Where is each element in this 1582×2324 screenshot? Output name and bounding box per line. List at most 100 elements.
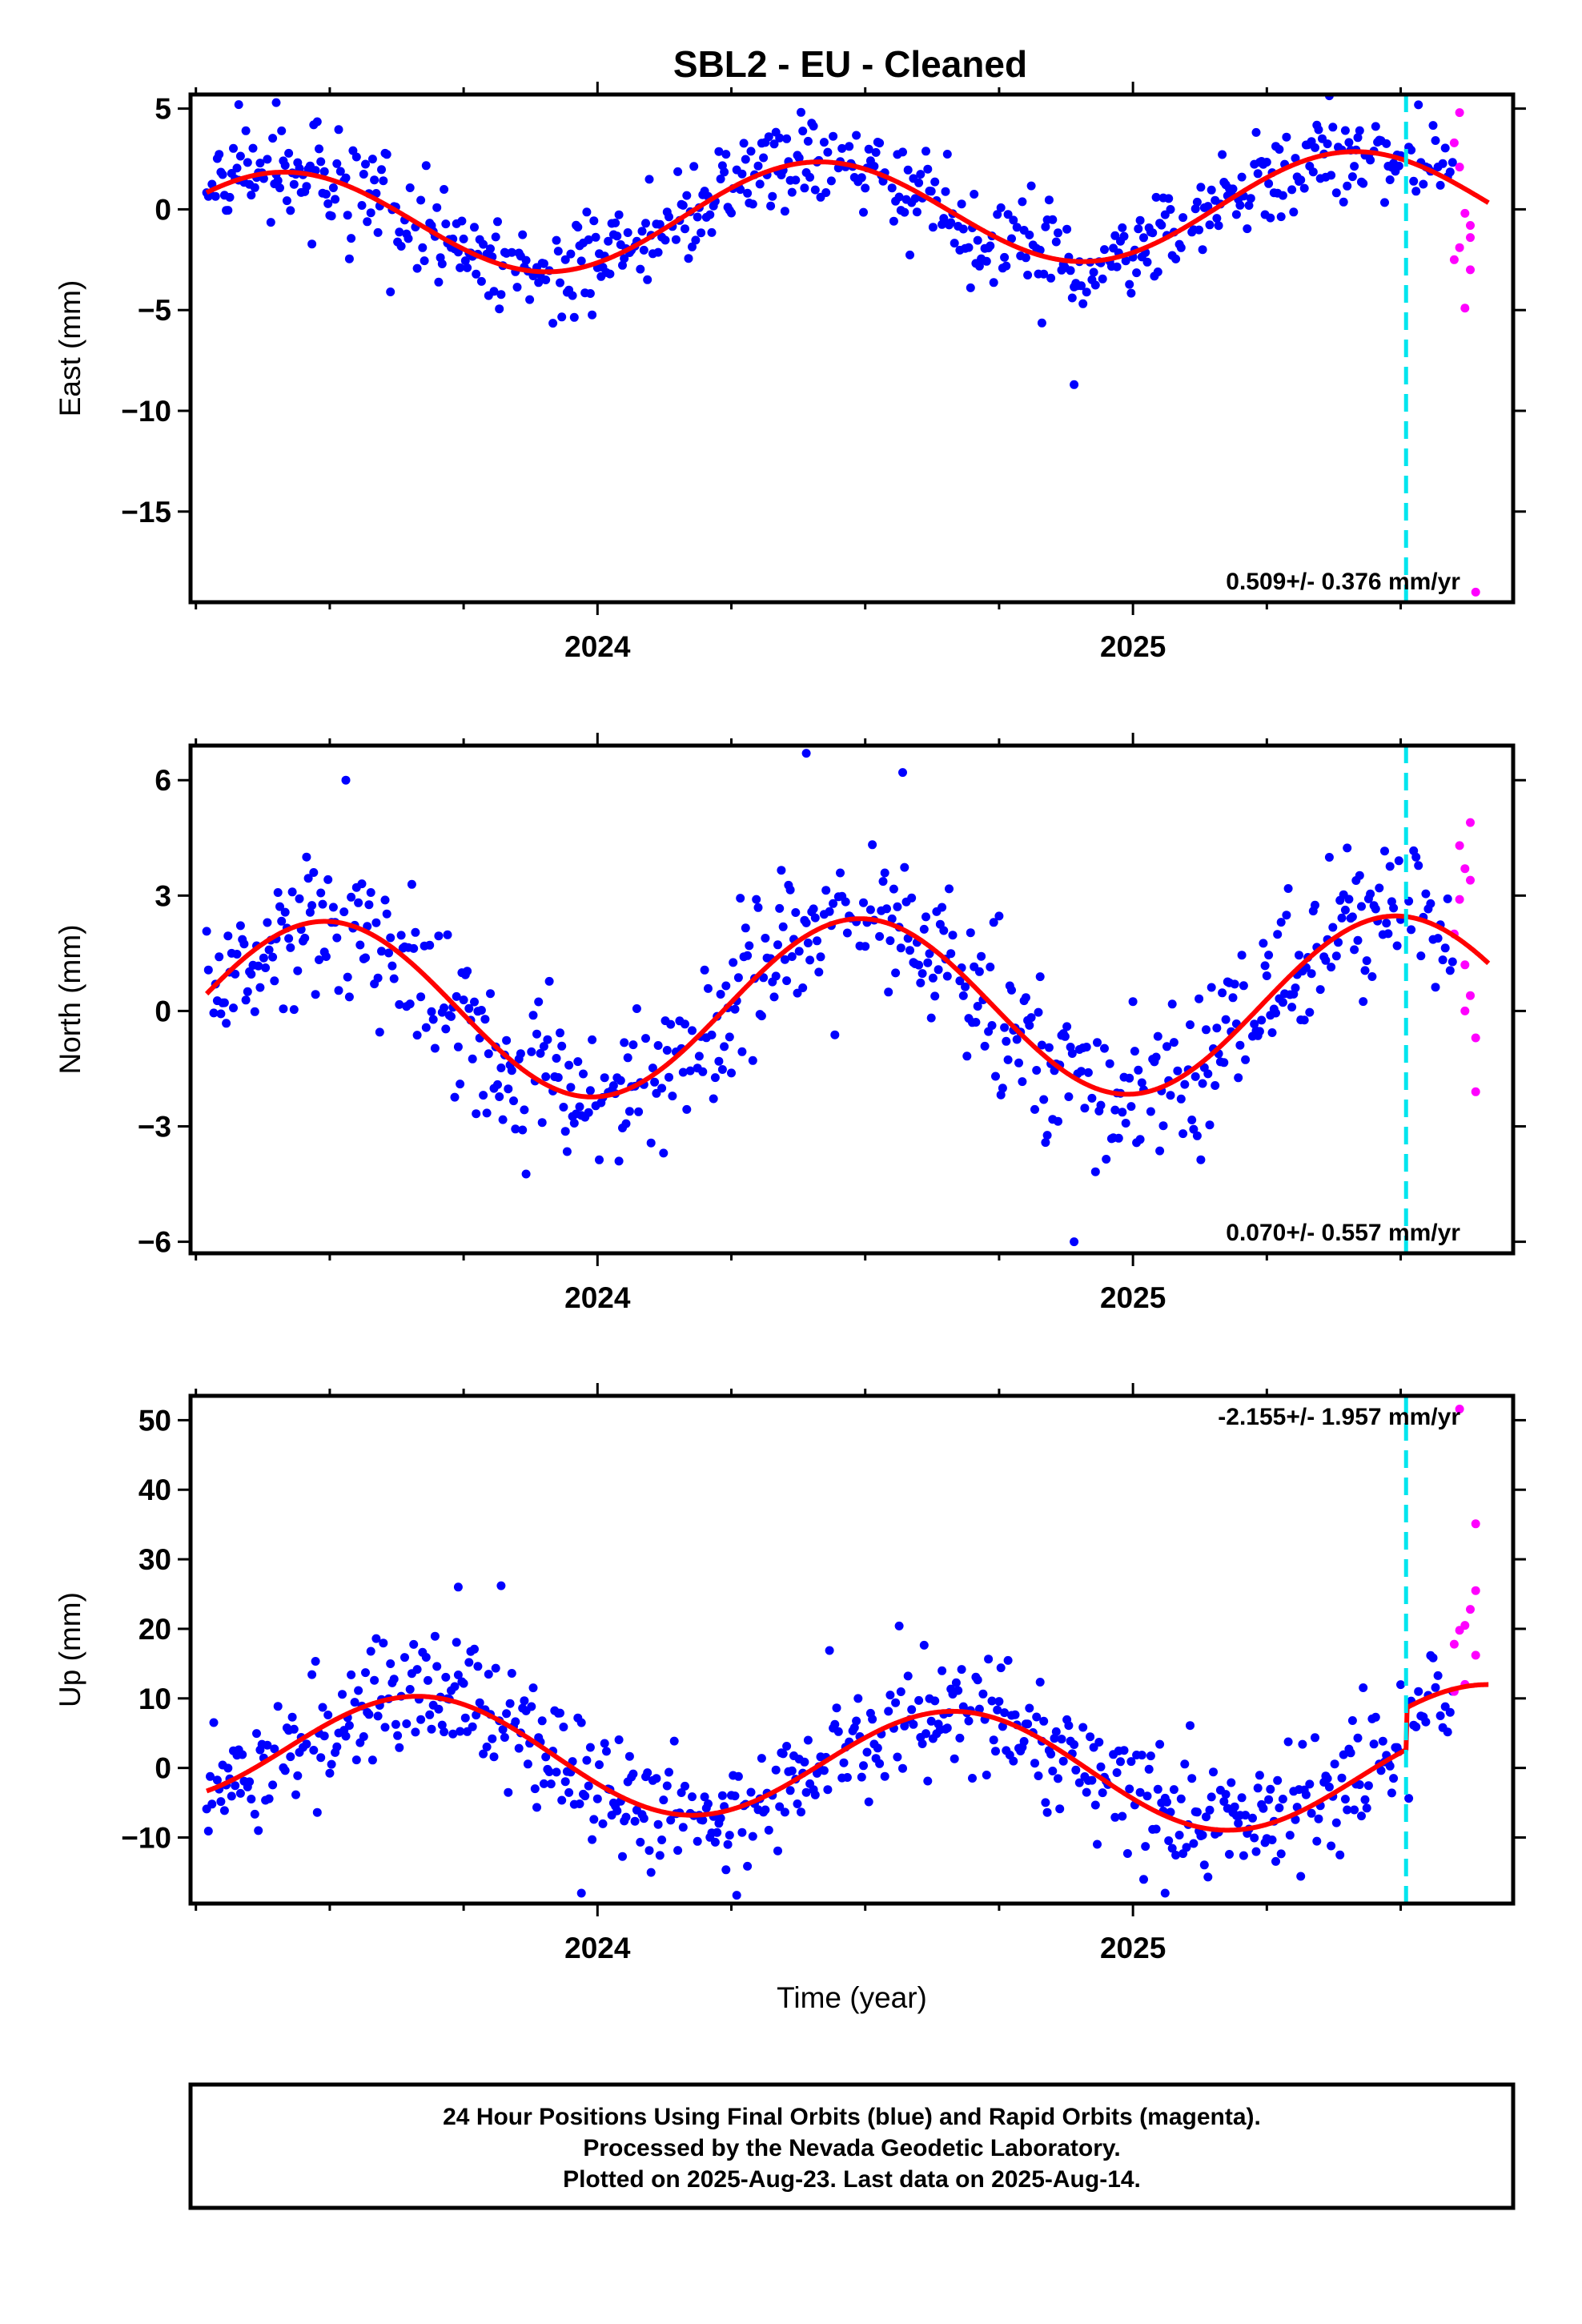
east-final-point — [775, 133, 785, 143]
east-final-point — [1000, 252, 1010, 262]
north-final-point — [961, 982, 970, 991]
east-final-point — [1359, 179, 1368, 188]
up-final-point — [764, 1825, 773, 1835]
north-final-point — [1173, 1066, 1182, 1076]
north-final-point — [279, 1004, 288, 1014]
north-final-point — [1371, 904, 1380, 914]
north-final-point — [801, 749, 811, 758]
up-final-point — [456, 1727, 465, 1736]
up-final-point — [1042, 1807, 1052, 1817]
north-final-point — [407, 879, 416, 889]
north-final-point — [608, 1081, 618, 1091]
up-final-point — [797, 1807, 805, 1817]
north-final-point — [405, 999, 415, 1009]
up-final-point — [527, 1702, 536, 1711]
north-final-point — [1118, 1108, 1127, 1117]
east-final-point — [343, 211, 352, 220]
up-final-point — [998, 1722, 1007, 1731]
east-final-point — [637, 227, 647, 236]
east-final-point — [255, 159, 265, 168]
up-final-point — [482, 1742, 492, 1751]
up-final-point — [662, 1781, 672, 1791]
east-final-point — [1367, 83, 1376, 92]
north-final-point — [962, 1051, 972, 1061]
up-final-point — [427, 1724, 436, 1734]
up-final-point — [216, 1797, 226, 1807]
north-final-point — [923, 958, 933, 967]
north-final-point — [907, 893, 917, 903]
up-final-point — [1144, 1764, 1154, 1774]
east-final-point — [1176, 243, 1186, 252]
north-final-point — [268, 952, 278, 962]
north-final-point — [761, 934, 770, 943]
north-final-point — [1321, 955, 1331, 965]
east-final-point — [810, 185, 820, 195]
east-final-point — [800, 183, 809, 193]
north-final-point — [805, 955, 815, 965]
east-final-point — [641, 219, 650, 228]
up-final-point — [1003, 1655, 1013, 1665]
north-final-point — [1002, 1036, 1011, 1046]
up-final-point — [560, 1777, 570, 1787]
east-final-point — [958, 224, 968, 234]
north-final-point — [659, 1148, 669, 1158]
north-final-point — [1241, 1055, 1251, 1064]
east-final-point — [1414, 100, 1423, 110]
east-final-point — [1291, 154, 1300, 163]
north-final-point — [1394, 856, 1403, 866]
up-final-point — [405, 1685, 415, 1694]
up-final-point — [833, 1727, 843, 1736]
up-final-point — [1112, 1768, 1122, 1777]
up-final-point — [367, 1755, 377, 1765]
north-final-point — [842, 928, 852, 938]
east-final-point — [914, 178, 924, 187]
up-final-point — [926, 1716, 936, 1726]
north-ytick-label: 3 — [155, 879, 171, 912]
up-final-point — [1307, 1808, 1316, 1818]
east-final-point — [486, 244, 495, 254]
north-final-point — [560, 1127, 570, 1136]
up-final-point — [775, 1802, 785, 1811]
up-final-point — [421, 1653, 431, 1662]
north-final-point — [721, 981, 731, 991]
up-final-point — [868, 1715, 877, 1724]
up-final-point — [1311, 1733, 1319, 1743]
east-ytick-label: −10 — [121, 395, 171, 428]
east-final-point — [1299, 183, 1309, 193]
east-final-point — [941, 187, 950, 196]
north-final-point — [727, 1068, 736, 1078]
up-final-point — [502, 1709, 512, 1719]
north-final-point — [498, 1115, 508, 1124]
north-final-point — [284, 934, 294, 943]
north-rapid-point — [1455, 895, 1464, 904]
up-final-point — [264, 1794, 274, 1803]
east-final-point — [982, 256, 991, 266]
north-final-point — [328, 903, 338, 912]
north-final-point — [1264, 951, 1274, 960]
up-final-point — [1396, 1680, 1405, 1690]
east-final-point — [1090, 280, 1100, 290]
north-final-point — [411, 927, 420, 937]
east-final-point — [1026, 181, 1036, 191]
up-final-point — [539, 1779, 548, 1788]
north-final-point — [472, 1109, 481, 1119]
north-final-point — [1121, 1119, 1130, 1128]
north-final-point — [216, 1009, 226, 1019]
north-final-point — [277, 916, 287, 926]
east-ytick-label: −5 — [138, 294, 171, 327]
east-final-point — [636, 264, 645, 274]
north-final-point — [1030, 1104, 1039, 1114]
north-final-point — [377, 947, 386, 956]
north-final-point — [707, 1030, 717, 1039]
up-final-point — [885, 1691, 895, 1700]
north-final-point — [544, 976, 554, 986]
east-final-point — [852, 131, 861, 140]
up-final-point — [681, 1781, 689, 1791]
north-final-point — [887, 914, 897, 923]
north-final-point — [1360, 966, 1370, 975]
up-final-point — [1360, 1795, 1370, 1804]
north-final-point — [366, 888, 375, 897]
north-final-point — [539, 1042, 548, 1051]
up-final-point — [1337, 1773, 1347, 1783]
east-final-point — [1438, 159, 1447, 168]
